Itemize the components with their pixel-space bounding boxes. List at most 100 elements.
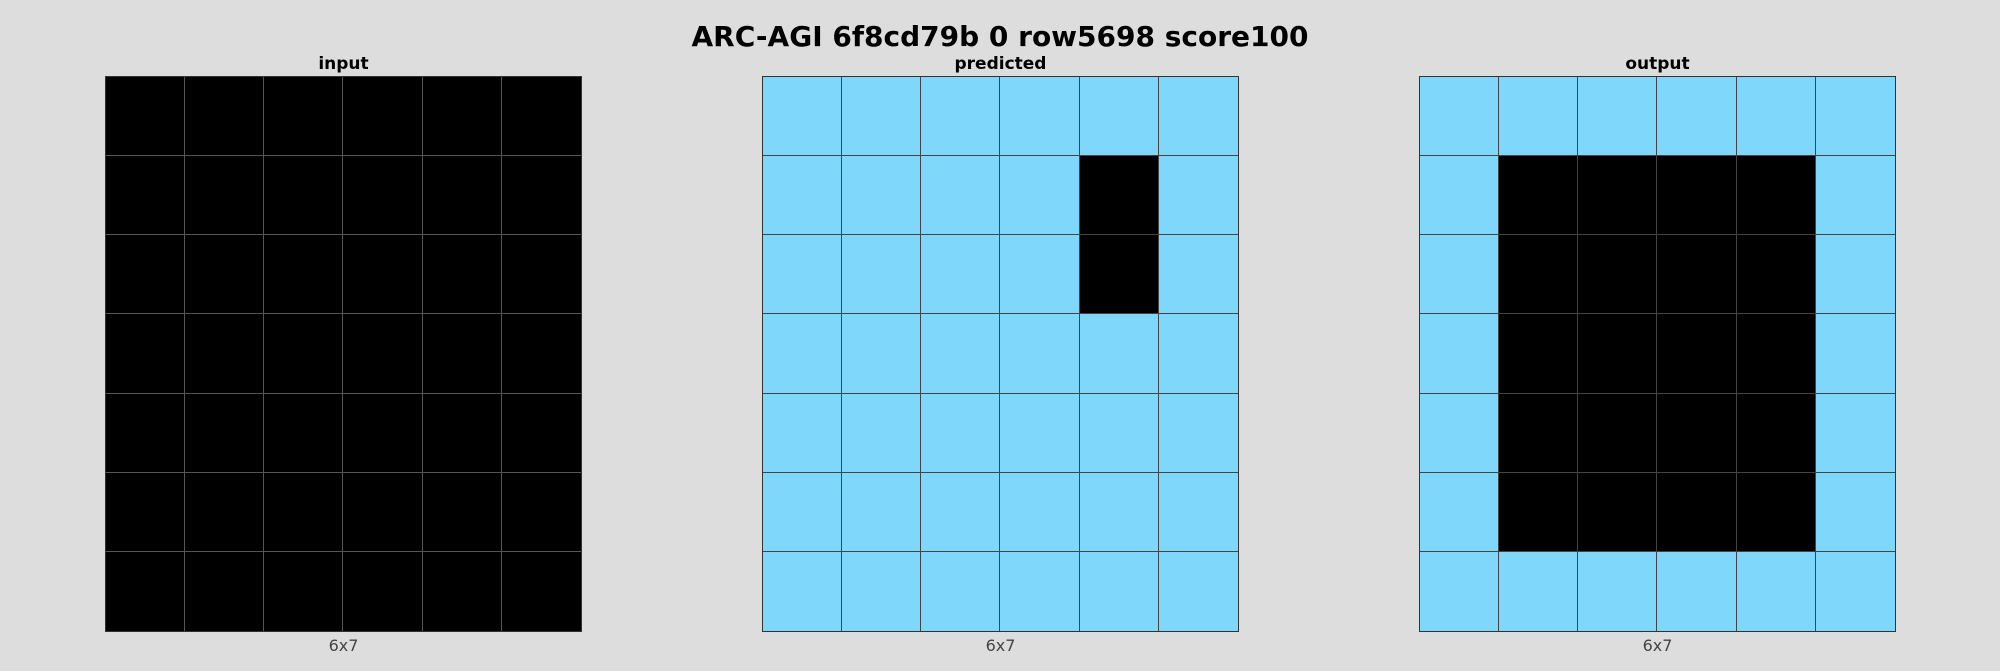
grid-cell (185, 551, 265, 631)
grid-cell (106, 393, 186, 473)
grid-cell (264, 314, 344, 394)
grid-cell (1079, 393, 1159, 473)
input-label: input (318, 54, 369, 74)
grid-cell (1578, 77, 1658, 157)
grid-cell (842, 314, 922, 394)
grid-cell (501, 472, 581, 552)
grid-cell (1736, 156, 1816, 236)
grid-cell (106, 77, 186, 157)
grid-cell (1815, 156, 1895, 236)
grid-cell (1657, 156, 1737, 236)
output-dims: 6x7 (1642, 636, 1673, 655)
grid-cell (1736, 472, 1816, 552)
grid-cell (1000, 393, 1080, 473)
grid-cell (185, 156, 265, 236)
predicted-dims: 6x7 (985, 636, 1016, 655)
grid-cell (343, 314, 423, 394)
grid-cell (1079, 156, 1159, 236)
grid-cell (1578, 551, 1658, 631)
grid-cell (1158, 314, 1238, 394)
grid-cell (1578, 314, 1658, 394)
grid-cell (1499, 156, 1579, 236)
grid-cell (1499, 77, 1579, 157)
grid-cell (1578, 156, 1658, 236)
grid-cell (106, 472, 186, 552)
grid-cell (264, 551, 344, 631)
output-panel: output 6x7 (1419, 52, 1896, 655)
grid-cell (264, 393, 344, 473)
grid-cell (1578, 393, 1658, 473)
grid-cell (264, 156, 344, 236)
grid-cell (501, 314, 581, 394)
grid-cell (422, 472, 502, 552)
grid-cell (185, 393, 265, 473)
input-grid (105, 76, 582, 632)
grid-cell (921, 393, 1001, 473)
grid-cell (1657, 551, 1737, 631)
grid-cell (185, 314, 265, 394)
predicted-label: predicted (954, 54, 1047, 74)
grid-cell (763, 551, 843, 631)
grid-cell (921, 472, 1001, 552)
grid-cell (921, 156, 1001, 236)
grid-cell (343, 551, 423, 631)
grid-cell (343, 472, 423, 552)
grid-cell (343, 156, 423, 236)
grid-cell (501, 156, 581, 236)
grid-cell (343, 393, 423, 473)
grid-cell (1736, 77, 1816, 157)
grid-cell (1000, 551, 1080, 631)
grid-cell (1657, 314, 1737, 394)
grid-cell (921, 77, 1001, 157)
grid-cell (1815, 393, 1895, 473)
grid-cell (106, 156, 186, 236)
grid-cell (501, 235, 581, 315)
grid-cell (1000, 77, 1080, 157)
input-panel: input 6x7 (105, 52, 582, 655)
grid-cell (1736, 393, 1816, 473)
grid-cell (264, 472, 344, 552)
grid-cell (1657, 235, 1737, 315)
grid-cell (264, 235, 344, 315)
grid-cell (842, 472, 922, 552)
input-dims: 6x7 (328, 636, 359, 655)
output-grid (1419, 76, 1896, 632)
grid-cell (1079, 472, 1159, 552)
grid-cell (422, 77, 502, 157)
grid-cell (1815, 77, 1895, 157)
grid-cell (1499, 314, 1579, 394)
grid-cell (1000, 314, 1080, 394)
grid-cell (1499, 551, 1579, 631)
grid-cell (1158, 235, 1238, 315)
predicted-grid (762, 76, 1239, 632)
grid-cell (842, 77, 922, 157)
grid-cell (1736, 551, 1816, 631)
grid-cell (1420, 77, 1500, 157)
grid-cell (763, 314, 843, 394)
grid-cell (1420, 472, 1500, 552)
grid-cell (763, 393, 843, 473)
grid-cell (422, 393, 502, 473)
grid-cell (1158, 77, 1238, 157)
grid-cell (842, 551, 922, 631)
grid-cell (501, 551, 581, 631)
predicted-panel: predicted 6x7 (762, 52, 1239, 655)
grid-cell (1815, 551, 1895, 631)
grid-cell (1158, 551, 1238, 631)
grid-cell (1657, 393, 1737, 473)
grid-cell (1158, 156, 1238, 236)
grid-cell (763, 156, 843, 236)
grid-cell (1158, 472, 1238, 552)
grid-cell (185, 77, 265, 157)
grid-cell (1499, 393, 1579, 473)
grid-cell (1578, 235, 1658, 315)
grid-cell (422, 156, 502, 236)
grid-cell (1000, 235, 1080, 315)
grid-cell (1578, 472, 1658, 552)
grid-cell (1736, 235, 1816, 315)
grid-cell (1657, 77, 1737, 157)
grid-cell (763, 235, 843, 315)
grid-cell (921, 551, 1001, 631)
grid-cell (422, 551, 502, 631)
grid-cell (921, 314, 1001, 394)
